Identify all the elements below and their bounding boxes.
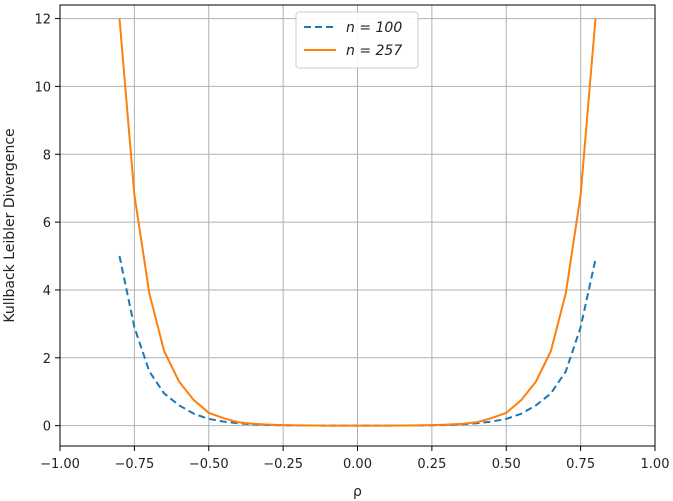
y-tick-label: 10 bbox=[34, 80, 51, 95]
legend: n = 100 n = 257 bbox=[295, 11, 419, 69]
y-tick-label: 2 bbox=[43, 352, 51, 367]
y-axis-label: Kullback Leibler Divergence bbox=[2, 128, 18, 322]
x-tick-label: −0.75 bbox=[114, 457, 154, 472]
x-tick-label: −0.50 bbox=[189, 457, 229, 472]
legend-label-n257: n = 257 bbox=[346, 43, 402, 59]
y-tick-label: 6 bbox=[43, 216, 51, 231]
grid bbox=[59, 5, 656, 446]
y-tick-label: 8 bbox=[43, 148, 51, 163]
x-tick-label: 0.50 bbox=[492, 457, 521, 472]
x-axis-label: ρ bbox=[353, 484, 362, 500]
series-line-n257 bbox=[118, 18, 597, 427]
x-tick-label: −0.25 bbox=[263, 457, 303, 472]
x-tick-label: 0.75 bbox=[566, 457, 595, 472]
y-tick-label: 4 bbox=[43, 284, 51, 299]
y-axis-ticks: 0 2 4 6 8 10 12 bbox=[34, 13, 60, 435]
x-tick-label: 0.25 bbox=[417, 457, 446, 472]
series-lines bbox=[118, 18, 597, 427]
x-tick-label: 0.00 bbox=[343, 457, 372, 472]
x-tick-label: −1.00 bbox=[40, 457, 80, 472]
legend-label-n100: n = 100 bbox=[346, 20, 402, 36]
y-tick-label: 12 bbox=[34, 13, 51, 28]
x-axis-ticks: −1.00 −0.75 −0.50 −0.25 0.00 0.25 0.50 0.75 1.00 bbox=[40, 446, 669, 472]
x-tick-label: 1.00 bbox=[641, 457, 670, 472]
y-tick-label: 0 bbox=[43, 420, 51, 435]
